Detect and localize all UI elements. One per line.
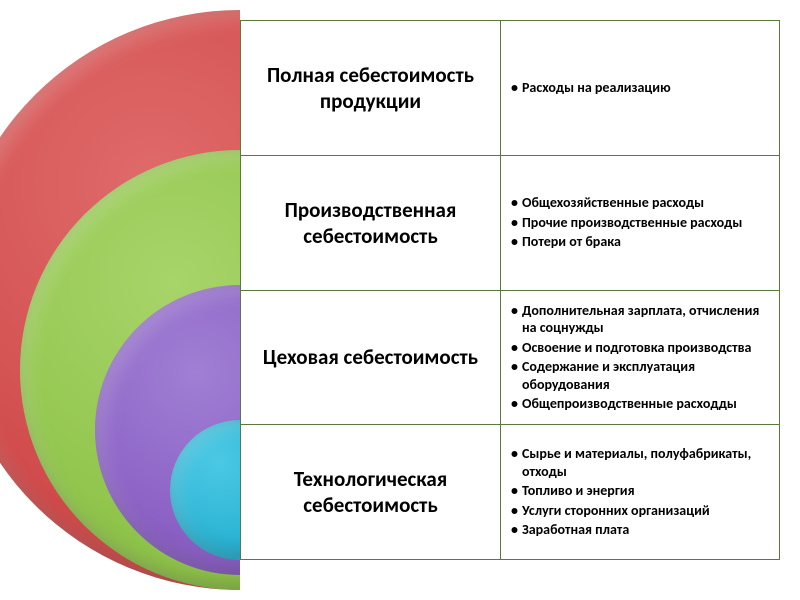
- bullet-dot-icon: •: [511, 502, 518, 520]
- bullet-text: Сырье и материалы, полуфабрикаты, отходы: [522, 445, 769, 480]
- cost-row-bullets: •Дополнительная зарплата, отчисления на …: [501, 291, 779, 425]
- cost-table: Полная себестоимость продукции•Расходы н…: [240, 20, 780, 560]
- bullet-item: •Общехозяйственные расходы: [511, 194, 769, 212]
- bullet-text: Общепроизводственные расходды: [522, 395, 737, 413]
- bullet-dot-icon: •: [511, 395, 518, 413]
- bullet-text: Содержание и эксплуатация оборудования: [522, 358, 769, 393]
- bullet-text: Общехозяйственные расходы: [522, 194, 704, 212]
- bullet-item: •Общепроизводственные расходды: [511, 395, 769, 413]
- cost-row-title: Производственная себестоимость: [241, 156, 501, 290]
- bullet-text: Расходы на реализацию: [522, 79, 671, 97]
- bullet-text: Топливо и энергия: [522, 482, 635, 500]
- bullet-item: •Топливо и энергия: [511, 482, 769, 500]
- cost-row-bullets: •Общехозяйственные расходы•Прочие произв…: [501, 156, 779, 290]
- bullet-dot-icon: •: [511, 302, 518, 320]
- cost-row-2: Цеховая себестоимость•Дополнительная зар…: [241, 291, 779, 426]
- bullet-item: •Потери от брака: [511, 233, 769, 251]
- cost-row-bullets: •Сырье и материалы, полуфабрикаты, отход…: [501, 425, 779, 559]
- bullet-dot-icon: •: [511, 482, 518, 500]
- bullet-dot-icon: •: [511, 358, 518, 376]
- bullet-text: Дополнительная зарплата, отчисления на с…: [522, 302, 769, 337]
- cost-row-3: Технологическая себестоимость•Сырье и ма…: [241, 425, 779, 559]
- cost-row-title: Цеховая себестоимость: [241, 291, 501, 425]
- cost-row-title: Полная себестоимость продукции: [241, 21, 501, 155]
- bullet-item: •Расходы на реализацию: [511, 79, 769, 97]
- cost-row-1: Производственная себестоимость•Общехозяй…: [241, 156, 779, 291]
- bullet-dot-icon: •: [511, 339, 518, 357]
- bullet-dot-icon: •: [511, 445, 518, 463]
- bullet-item: •Услуги сторонних организаций: [511, 502, 769, 520]
- bullet-item: •Прочие производственные расходы: [511, 214, 769, 232]
- bullet-dot-icon: •: [511, 521, 518, 539]
- bullet-text: Освоение и подготовка производства: [522, 339, 751, 357]
- bullet-item: •Заработная плата: [511, 521, 769, 539]
- cost-row-bullets: •Расходы на реализацию: [501, 21, 779, 155]
- bullet-text: Услуги сторонних организаций: [522, 502, 710, 520]
- bullet-dot-icon: •: [511, 233, 518, 251]
- bullet-item: •Дополнительная зарплата, отчисления на …: [511, 302, 769, 337]
- cost-row-0: Полная себестоимость продукции •Расходы н…: [241, 21, 779, 156]
- cost-row-title: Технологическая себестоимость: [241, 425, 501, 559]
- bullet-item: •Сырье и материалы, полуфабрикаты, отход…: [511, 445, 769, 480]
- bullet-text: Прочие производственные расходы: [522, 214, 742, 232]
- bullet-item: •Освоение и подготовка производства: [511, 339, 769, 357]
- bullet-text: Потери от брака: [522, 233, 621, 251]
- bullet-dot-icon: •: [511, 194, 518, 212]
- nested-arcs-container: [0, 0, 240, 600]
- bullet-item: •Содержание и эксплуатация оборудования: [511, 358, 769, 393]
- bullet-dot-icon: •: [511, 79, 518, 97]
- bullet-dot-icon: •: [511, 214, 518, 232]
- bullet-text: Заработная плата: [522, 521, 629, 539]
